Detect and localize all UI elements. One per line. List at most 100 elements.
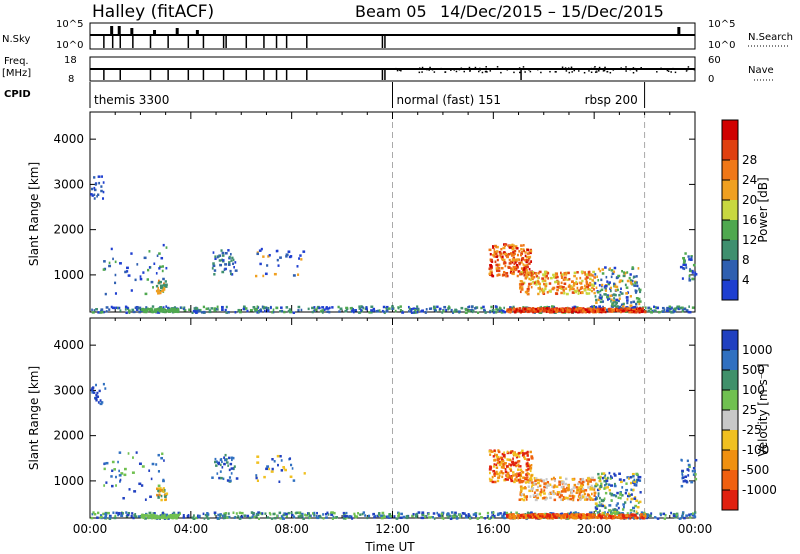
backscatter-cell bbox=[636, 505, 640, 509]
backscatter-cell bbox=[495, 463, 498, 467]
backscatter-cell bbox=[100, 189, 103, 193]
nave-dot bbox=[468, 66, 471, 69]
backscatter-cell bbox=[268, 467, 271, 471]
nave-dot bbox=[596, 71, 598, 73]
backscatter-cell bbox=[331, 511, 334, 514]
backscatter-cell bbox=[504, 468, 507, 471]
backscatter-cell bbox=[633, 516, 636, 520]
backscatter-cell bbox=[399, 516, 403, 520]
backscatter-cell bbox=[681, 511, 685, 514]
nave-dot bbox=[528, 69, 530, 71]
backscatter-cell bbox=[596, 483, 599, 487]
backscatter-cell bbox=[232, 262, 235, 266]
backscatter-cell bbox=[277, 264, 280, 267]
backscatter-cell bbox=[497, 263, 501, 267]
backscatter-cell bbox=[514, 261, 517, 264]
backscatter-cell bbox=[167, 517, 170, 520]
backscatter-cell bbox=[519, 279, 523, 283]
backscatter-cell bbox=[287, 310, 290, 313]
backscatter-cell bbox=[615, 504, 618, 507]
backscatter-cell bbox=[564, 477, 568, 481]
backscatter-cell bbox=[622, 503, 626, 506]
backscatter-cell bbox=[395, 517, 399, 520]
backscatter-cell bbox=[93, 176, 96, 179]
backscatter-cell bbox=[670, 306, 673, 310]
backscatter-cell bbox=[645, 516, 649, 520]
backscatter-cell bbox=[556, 288, 559, 292]
backscatter-cell bbox=[292, 479, 296, 482]
backscatter-cell bbox=[433, 308, 437, 312]
backscatter-cell bbox=[391, 305, 394, 308]
backscatter-cell bbox=[92, 511, 95, 514]
nave-dot bbox=[524, 71, 526, 73]
backscatter-cell bbox=[595, 504, 599, 508]
backscatter-cell bbox=[541, 497, 545, 500]
backscatter-cell bbox=[670, 511, 673, 515]
backscatter-cell bbox=[161, 269, 164, 273]
backscatter-cell bbox=[632, 475, 635, 478]
backscatter-cell bbox=[142, 271, 145, 274]
backscatter-cell bbox=[219, 470, 222, 473]
backscatter-cell bbox=[128, 488, 131, 491]
backscatter-cell bbox=[511, 513, 514, 517]
backscatter-cell bbox=[633, 478, 636, 482]
backscatter-cell bbox=[280, 459, 283, 462]
backscatter-cell bbox=[454, 309, 458, 312]
backscatter-cell bbox=[538, 270, 542, 274]
backscatter-cell bbox=[584, 308, 588, 311]
backscatter-cell bbox=[535, 275, 539, 278]
backscatter-cell bbox=[687, 310, 691, 314]
colorbar-tick-label: 4 bbox=[742, 273, 750, 287]
backscatter-cell bbox=[453, 515, 456, 518]
backscatter-cell bbox=[681, 474, 684, 477]
backscatter-cell bbox=[565, 292, 569, 296]
backscatter-cell bbox=[499, 253, 502, 257]
backscatter-cell bbox=[553, 498, 557, 502]
backscatter-cell bbox=[449, 517, 453, 521]
backscatter-cell bbox=[512, 463, 516, 467]
backscatter-cell bbox=[143, 310, 146, 314]
colorbar-swatch bbox=[722, 200, 738, 221]
backscatter-cell bbox=[497, 450, 501, 454]
backscatter-cell bbox=[497, 476, 501, 479]
backscatter-cell bbox=[560, 514, 563, 518]
backscatter-cell bbox=[158, 279, 160, 283]
backscatter-cell bbox=[357, 512, 359, 515]
backscatter-cell bbox=[542, 273, 545, 277]
nave-dot bbox=[469, 69, 471, 71]
backscatter-cell bbox=[258, 517, 260, 521]
backscatter-cell bbox=[558, 286, 561, 289]
backscatter-cell bbox=[267, 309, 270, 313]
backscatter-cell bbox=[585, 513, 589, 517]
nave-dot bbox=[396, 69, 399, 72]
colorbar-tick-label: 1000 bbox=[742, 343, 773, 357]
backscatter-cell bbox=[514, 473, 518, 476]
backscatter-cell bbox=[513, 249, 517, 253]
backscatter-cell bbox=[148, 266, 151, 269]
backscatter-cell bbox=[566, 515, 569, 519]
backscatter-cell bbox=[548, 282, 552, 285]
backscatter-cell bbox=[555, 292, 559, 296]
backscatter-cell bbox=[613, 304, 617, 307]
backscatter-cell bbox=[599, 296, 603, 300]
backscatter-cell bbox=[160, 516, 163, 519]
nave-dot bbox=[428, 69, 430, 71]
backscatter-cell bbox=[103, 484, 106, 487]
backscatter-cell bbox=[455, 517, 459, 520]
backscatter-cell bbox=[615, 510, 619, 514]
backscatter-cell bbox=[220, 249, 223, 252]
backscatter-cell bbox=[562, 309, 565, 312]
backscatter-cell bbox=[609, 492, 612, 495]
backscatter-cell bbox=[592, 284, 596, 287]
backscatter-cell bbox=[203, 517, 206, 520]
nave-dot bbox=[481, 71, 484, 74]
backscatter-cell bbox=[498, 309, 501, 312]
backscatter-cell bbox=[500, 460, 503, 463]
backscatter-cell bbox=[531, 481, 534, 484]
backscatter-cell bbox=[553, 485, 555, 489]
backscatter-cell bbox=[555, 272, 559, 275]
backscatter-cell bbox=[597, 494, 600, 498]
backscatter-cell bbox=[630, 488, 633, 492]
backscatter-cell bbox=[525, 266, 527, 270]
backscatter-cell bbox=[647, 309, 651, 313]
